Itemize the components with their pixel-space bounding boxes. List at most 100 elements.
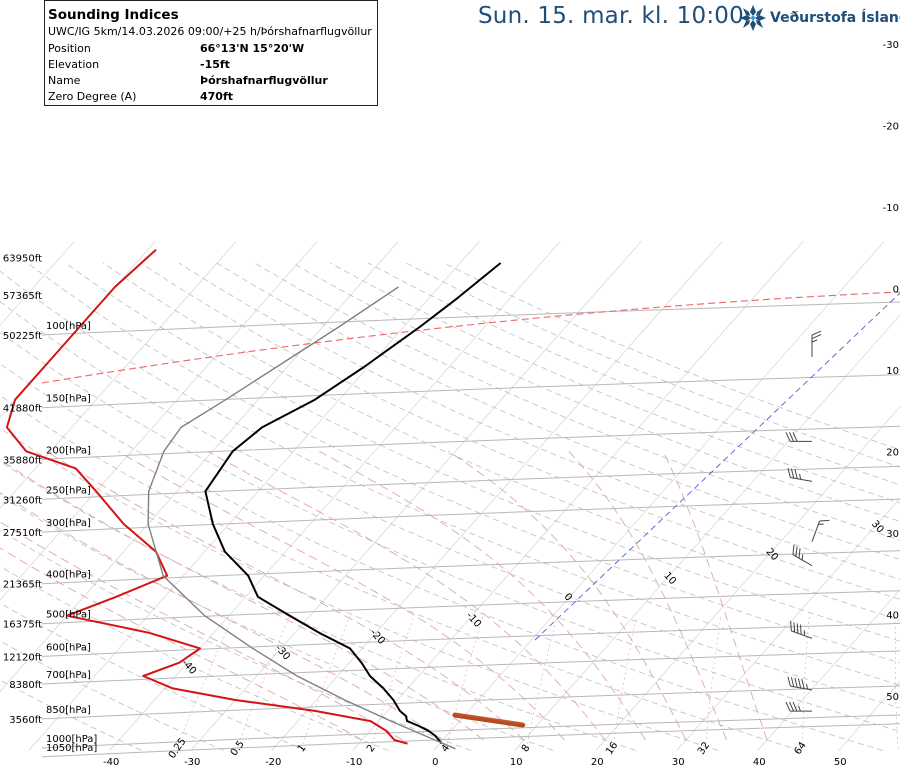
moist-adiabat-line bbox=[568, 451, 727, 741]
moist-adiabat-line bbox=[319, 450, 646, 741]
info-label: Name bbox=[48, 73, 81, 87]
wind-barb-half-feather bbox=[801, 554, 804, 560]
wind-barb bbox=[785, 432, 812, 442]
pressure-tick-label: 300[hPa] bbox=[46, 518, 91, 529]
surface-parcel-segment bbox=[452, 712, 526, 728]
parcel-profile-line bbox=[147, 286, 456, 750]
right-axis-label: 30 bbox=[886, 529, 899, 540]
wind-barb-feather bbox=[787, 467, 791, 478]
wind-barb-staff bbox=[790, 685, 813, 691]
wind-barb-feather bbox=[797, 678, 802, 689]
info-row-position: Position 66°13'N 15°20'W bbox=[48, 40, 377, 56]
mixing-ratio-label: 4 bbox=[440, 743, 453, 755]
dry-adiabat-line bbox=[0, 331, 900, 732]
wind-barb bbox=[790, 620, 813, 639]
wind-barb-feather bbox=[787, 676, 791, 687]
reference-lines bbox=[41, 291, 900, 641]
wind-barb-feather bbox=[792, 432, 798, 442]
height-tick-label: 16375ft bbox=[3, 620, 42, 631]
temperature-profile-line bbox=[204, 262, 502, 745]
right-axis-label: 20 bbox=[886, 448, 899, 459]
pressure-tick-label: 100[hPa] bbox=[46, 321, 91, 332]
info-value: -15ft bbox=[200, 57, 230, 71]
dry-adiabat-lines bbox=[0, 262, 900, 751]
freezing-level-line bbox=[41, 291, 900, 384]
wind-barb-feather bbox=[811, 330, 822, 336]
dry-adiabat-line bbox=[178, 262, 900, 580]
wind-barb-feather bbox=[785, 432, 791, 442]
mixing-ratio-line bbox=[526, 615, 558, 749]
right-axis-label: -10 bbox=[883, 203, 899, 214]
height-tick-label: 31260ft bbox=[3, 495, 42, 506]
temperature-tick-label: 50 bbox=[834, 757, 847, 768]
info-value: 66°13'N 15°20'W bbox=[200, 41, 305, 55]
height-tick-label: 50225ft bbox=[3, 331, 42, 342]
info-label: Position bbox=[48, 41, 91, 55]
wind-barb-feather bbox=[796, 623, 799, 634]
height-tick-label: 35880ft bbox=[3, 455, 42, 466]
info-row-zero-degree: Zero Degree (A) 470ft bbox=[48, 88, 377, 104]
wind-barb-half-feather bbox=[818, 523, 824, 525]
right-axis-label: 40 bbox=[886, 611, 899, 622]
pressure-tick-label: 250[hPa] bbox=[46, 485, 91, 496]
wind-barb-feather bbox=[790, 468, 795, 479]
isobar-line bbox=[41, 498, 900, 533]
moist-adiabat-line bbox=[0, 547, 363, 741]
wind-barb-half-feather bbox=[799, 473, 802, 480]
mixing-ratio-label: 2 bbox=[365, 743, 378, 755]
dry-adiabat-line bbox=[65, 262, 900, 642]
pressure-tick-label: 850[hPa] bbox=[46, 705, 91, 716]
isobar-line bbox=[41, 465, 900, 500]
height-tick-label: 41880ft bbox=[3, 404, 42, 415]
mixing-ratio-line bbox=[445, 615, 484, 749]
isobar-line bbox=[41, 650, 900, 685]
info-label: Zero Degree (A) bbox=[48, 89, 137, 103]
isobar-line bbox=[41, 425, 900, 460]
info-value: 470ft bbox=[200, 89, 234, 103]
wind-barb-feather bbox=[798, 548, 801, 559]
isotherm-line bbox=[0, 240, 399, 693]
info-row-name: Name Þórshafnarflugvöllur bbox=[48, 72, 377, 88]
brand-name: Veðurstofa Íslands bbox=[770, 10, 900, 26]
wind-barb-feather bbox=[789, 701, 794, 712]
mixing-ratio-line bbox=[612, 615, 637, 749]
info-value: Þórshafnarflugvöllur bbox=[200, 73, 328, 87]
isotherm-zero-line bbox=[433, 240, 885, 751]
dry-adiabat-line bbox=[0, 461, 636, 751]
wind-barb-half-feather bbox=[798, 705, 801, 712]
mixing-ratio-label: 64 bbox=[793, 740, 809, 757]
pressure-tick-label: 1000[hPa] bbox=[46, 734, 97, 745]
moist-adiabat-line bbox=[0, 459, 484, 741]
dry-adiabat-line bbox=[0, 427, 719, 751]
dry-adiabat-line bbox=[0, 363, 883, 751]
height-tick-label: 3560ft bbox=[9, 715, 42, 726]
temperature-tick-label: 10 bbox=[510, 757, 523, 768]
mixing-ratio-label: 8 bbox=[520, 743, 533, 755]
wind-barb-feather bbox=[790, 620, 792, 631]
pressure-tick-label: 500[hPa] bbox=[46, 610, 91, 621]
mixing-ratio-line bbox=[705, 615, 722, 749]
dry-adiabat-line bbox=[140, 262, 900, 600]
height-tick-label: 8380ft bbox=[9, 680, 42, 691]
height-tick-label: 27510ft bbox=[3, 528, 42, 539]
pressure-tick-label: 1050[hPa] bbox=[46, 743, 97, 754]
mixing-ratio-line bbox=[175, 615, 234, 749]
dry-adiabat-line bbox=[0, 395, 801, 751]
wind-barb-half-feather bbox=[805, 683, 809, 690]
temperature-tick-label: 0 bbox=[432, 757, 438, 768]
isobar-line bbox=[41, 374, 900, 409]
height-tick-label: 63950ft bbox=[3, 254, 42, 265]
wind-barb-feather bbox=[795, 546, 798, 557]
wind-barb bbox=[811, 519, 830, 542]
isobar-line bbox=[41, 301, 900, 336]
wind-barb-feather bbox=[794, 469, 798, 479]
wind-barb-feather bbox=[800, 624, 802, 635]
isobar-line bbox=[41, 622, 900, 657]
mixing-ratio-label: 32 bbox=[696, 740, 712, 757]
isotherm-line bbox=[271, 240, 723, 751]
wind-barb-feather bbox=[794, 677, 798, 688]
axis-labels: 50225ft100[hPa]41880ft150[hPa]35880ft200… bbox=[3, 40, 899, 768]
isotherm-label: 20 bbox=[763, 546, 780, 563]
moist-adiabat-line bbox=[117, 450, 565, 741]
wind-barb-feather bbox=[811, 334, 822, 339]
